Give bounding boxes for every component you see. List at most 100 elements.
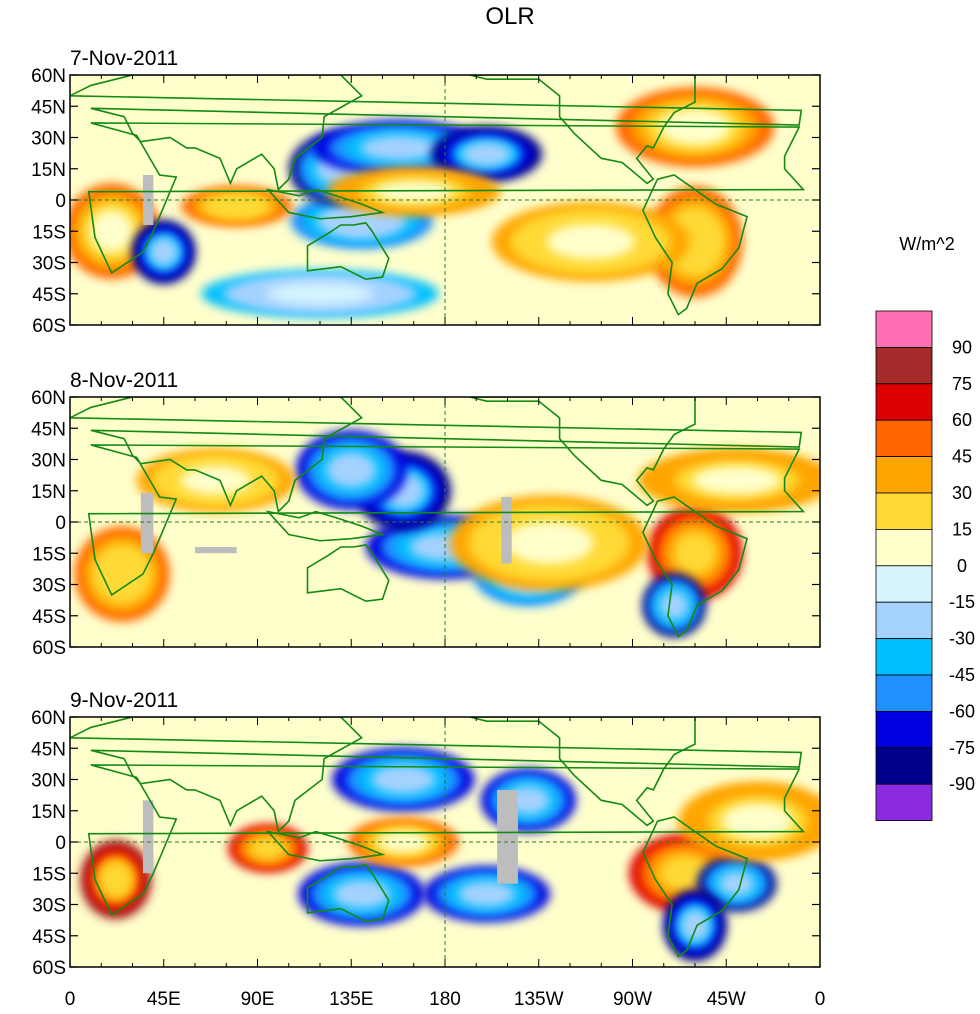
missing-data-strip [497,789,518,884]
colorbar-swatch [875,383,933,421]
y-tick-label: 15N [31,802,66,823]
colorbar-level-label: 75 [952,374,972,394]
coastline [87,122,806,275]
colorbar-swatch [875,601,933,640]
anomaly-blob [329,208,394,234]
anomaly-blob [250,837,286,859]
y-tick-label: 45N [31,97,66,118]
y-tick-label: 15N [31,160,66,181]
x-tick-label: 90W [613,989,652,1010]
colorbar-level-label: -30 [949,629,975,649]
anomaly-blob [673,532,717,575]
coastline [469,75,696,185]
colorbar-level-label: -75 [949,738,975,758]
coastline [87,764,806,917]
y-tick-label: 60N [31,708,66,729]
coastline [306,222,390,280]
y-tick-label: 15S [32,864,66,885]
y-tick-label: 0 [55,833,66,854]
anomaly-blob [333,879,390,909]
colorbar-level-label: -90 [949,774,975,794]
anomaly-blob [374,181,453,203]
y-tick-label: 60N [31,388,66,409]
y-tick-label: 15S [32,544,66,565]
panel-date-label: 9-Nov-2011 [70,689,178,712]
x-tick-label: 45E [147,989,181,1010]
y-tick-label: 15N [31,482,66,503]
y-tick-label: 15S [32,222,66,243]
anomaly-blob [680,909,710,942]
olr-field [70,75,806,318]
x-tick-label: 90E [241,989,275,1010]
colorbar-level-label: 90 [952,337,972,357]
y-tick-label: 45S [32,607,66,628]
y-tick-label: 30S [32,576,66,597]
coastline [306,544,390,602]
anomaly-blob [722,803,793,839]
coastline [642,816,749,958]
coastline [70,397,803,514]
x-tick-label: 135E [329,989,373,1010]
anomaly-blob [211,197,262,216]
y-tick-label: 0 [55,191,66,212]
anomaly-blob [99,861,132,898]
y-tick-label: 45S [32,927,66,948]
coastline [265,188,386,220]
colorbar-swatch [875,711,933,749]
colorbar-swatch [875,674,933,712]
y-tick-label: 30N [31,451,66,472]
colorbar-level-label: 45 [952,447,972,467]
anomaly-blob [149,237,178,267]
chart-title: OLR [485,3,534,30]
x-tick-label: 180 [429,989,461,1010]
coastline [642,496,749,638]
x-axis-labels: 0 45E 90E 135E 180 135W 90W 45W 0 [65,989,826,1010]
missing-data-strip [142,800,154,874]
anomaly-blob [461,141,512,167]
colorbar-swatch [875,565,933,603]
x-tick-label: 0 [65,989,76,1010]
coastline [306,864,390,922]
colorbar-swatch [875,529,933,567]
missing-data-strip [195,547,237,554]
coastline [87,444,806,597]
colorbar-level-label: -15 [949,592,975,612]
anomaly-blob [458,881,515,907]
coastline [469,717,696,827]
y-tick-label: 45N [31,419,66,440]
colorbar-swatch [875,419,933,458]
colorbar-level-label: 30 [952,483,972,503]
colorbar-level-label: -45 [949,665,975,685]
y-tick-label: 0 [55,513,66,534]
x-tick-label: 135W [514,989,564,1010]
anomaly-blob [360,135,439,161]
y-tick-label: 30N [31,129,66,150]
y-tick-label: 60S [32,958,66,979]
colorbar-level-label: 60 [952,410,972,430]
colorbar-level-label: -60 [949,701,975,721]
anomaly-blob [100,552,144,596]
olr-field [70,397,820,638]
coastline [265,830,386,862]
missing-data-strip [140,492,154,554]
colorbar-swatch [875,747,933,785]
missing-data-strip [501,497,512,564]
colorbar-swatch [875,346,933,385]
y-tick-label: 60N [31,66,66,87]
colorbar: W/m^2 90 75 60 45 30 15 0 -15 -30 -45 -60 -75 -90 [875,234,975,822]
panel-date-label: 7-Nov-2011 [70,47,178,70]
colorbar-level-label: 15 [952,519,972,539]
anomaly-blob [266,283,374,305]
coastline [265,510,386,542]
y-tick-label: 30N [31,771,66,792]
olr-field [70,717,820,961]
colorbar-swatch [875,456,933,494]
anomaly-blob [660,591,689,620]
coastline [70,717,803,834]
colorbar-swatch [875,310,933,348]
coastline [642,174,749,316]
y-tick-label: 60S [32,316,66,337]
